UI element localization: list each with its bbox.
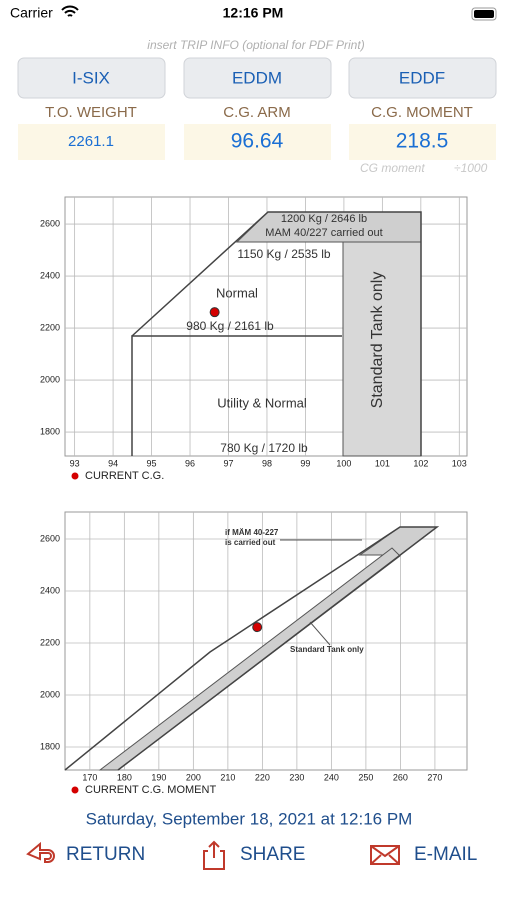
moment-note: CG moment — [360, 161, 425, 175]
annotation: 780 Kg / 1720 lb — [220, 441, 308, 455]
moment-chart: 170 180 190 200 210 220 230 240 250 260 270 1800 200… — [40, 511, 468, 796]
button[interactable] — [348, 57, 497, 99]
x-tick-label: 99 — [300, 458, 310, 468]
x-tick-label: 170 — [82, 772, 97, 782]
field-value: 218.5 — [396, 130, 449, 153]
y-tick-label: 2200 — [40, 637, 60, 647]
legend-marker — [71, 472, 79, 480]
annotation: Utility & Normal — [217, 395, 307, 410]
trip-info[interactable]: insert TRIP INFO (optional for PDF Print… — [147, 38, 364, 52]
field-value: 2261.1 — [68, 133, 114, 150]
legend-label: CURRENT C.G. — [85, 470, 164, 482]
button-label[interactable]: EDDF — [399, 68, 445, 87]
x-tick-label: 96 — [185, 458, 195, 468]
legend-marker — [71, 786, 79, 794]
legend-label: CURRENT C.G. MOMENT — [85, 784, 216, 796]
x-tick-label: 97 — [223, 458, 233, 468]
y-tick-label: 1800 — [40, 426, 60, 436]
y-tick-label: 2400 — [40, 270, 60, 280]
annotation: 1200 Kg / 2646 lb — [281, 213, 367, 225]
x-tick-label: 210 — [220, 772, 235, 782]
annotation: if MÄM 40-227 — [225, 528, 279, 537]
action-label[interactable]: E-MAIL — [414, 844, 477, 865]
buttons: I-SIX EDDM EDDF — [17, 57, 497, 99]
x-tick-label: 240 — [324, 772, 339, 782]
share-icon[interactable] — [203, 840, 225, 870]
x-tick-label: 190 — [151, 772, 166, 782]
field-label: T.O. WEIGHT — [45, 104, 137, 121]
envelope — [131, 211, 422, 456]
annotation: Normal — [216, 285, 258, 300]
y-tick-label: 2600 — [40, 533, 60, 543]
cg-chart: 93 94 95 96 97 98 99 100 101 102 103 1800 2000 2200 24… — [40, 196, 468, 482]
x-tick-label: 220 — [255, 772, 270, 782]
fields: T.O. WEIGHT C.G. ARM C.G. MOMENT 2261.1 … — [18, 104, 496, 160]
tank-region — [342, 241, 422, 457]
x-tick-label: 180 — [117, 772, 132, 782]
x-tick-label: 98 — [262, 458, 272, 468]
button[interactable] — [17, 57, 166, 99]
y-tick-label: 2200 — [40, 322, 60, 332]
x-tick-label: 250 — [358, 772, 373, 782]
return-icon[interactable] — [26, 841, 55, 863]
envelope — [64, 526, 440, 771]
field-box[interactable] — [18, 124, 165, 160]
x-tick-label: 102 — [413, 458, 428, 468]
action-label[interactable]: RETURN — [66, 844, 145, 865]
x-tick-label: 94 — [108, 458, 118, 468]
annotation: 1150 Kg / 2535 lb — [237, 247, 331, 261]
button-label[interactable]: EDDM — [232, 68, 282, 87]
x-tick-label: 101 — [375, 458, 390, 468]
moment-note: ÷1000 — [454, 161, 488, 175]
wifi-icon — [61, 5, 79, 17]
battery-level — [474, 10, 494, 18]
x-tick-label: 200 — [186, 772, 201, 782]
x-tick-label: 270 — [427, 772, 442, 782]
annotation: Standard Tank only — [369, 272, 386, 409]
x-tick-label: 103 — [452, 458, 467, 468]
x-tick-label: 95 — [147, 458, 157, 468]
field-box[interactable] — [184, 124, 331, 160]
annotation: MAM 40/227 carried out — [265, 227, 382, 239]
field-value: 96.64 — [231, 130, 284, 153]
y-tick-label: 2000 — [40, 689, 60, 699]
x-tick-label: 100 — [336, 458, 351, 468]
button[interactable] — [183, 57, 332, 99]
annotation: Standard Tank only — [290, 645, 364, 654]
button-label[interactable]: I-SIX — [72, 68, 110, 87]
mail-icon[interactable] — [370, 845, 400, 865]
y-tick-label: 1800 — [40, 741, 60, 751]
y-tick-label: 2600 — [40, 218, 60, 228]
field-label: C.G. ARM — [223, 104, 291, 121]
field-box[interactable] — [349, 124, 496, 160]
annotation: 980 Kg / 2161 lb — [186, 319, 274, 333]
data-point — [209, 307, 220, 318]
pointer — [309, 621, 331, 646]
field-label: C.G. MOMENT — [371, 104, 473, 121]
x-tick-label: 260 — [393, 772, 408, 782]
carrier: Carrier — [10, 5, 53, 21]
annotation: is carried out — [225, 538, 276, 547]
y-tick-label: 2000 — [40, 374, 60, 384]
y-tick-label: 2400 — [40, 585, 60, 595]
x-tick-label: 230 — [289, 772, 304, 782]
battery — [471, 7, 497, 21]
actions: RETURN SHARE E-MAIL — [26, 840, 477, 870]
action-label[interactable]: SHARE — [240, 844, 305, 865]
date: Saturday, September 18, 2021 at 12:16 PM — [86, 809, 413, 828]
x-tick-label: 93 — [70, 458, 80, 468]
data-point — [252, 622, 263, 633]
clock: 12:16 PM — [223, 5, 284, 21]
